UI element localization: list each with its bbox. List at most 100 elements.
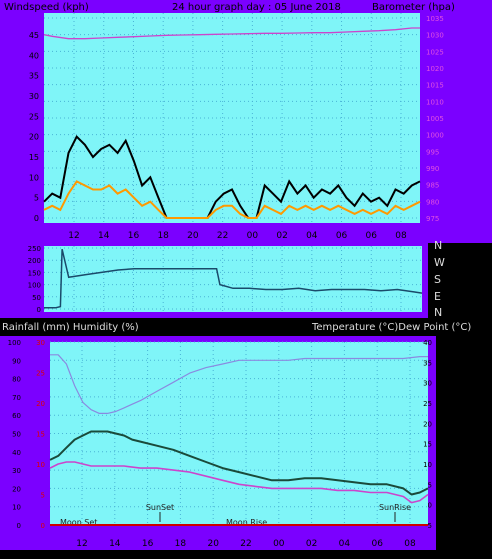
panel1-series bbox=[43, 27, 421, 219]
panel1-x-tick-label: 08 bbox=[395, 231, 407, 241]
windspeed-tick-label: 20 bbox=[29, 133, 39, 142]
temperature-tick-label: 10 bbox=[423, 461, 432, 469]
panel1-x-tick-label: 14 bbox=[98, 231, 110, 241]
panel2-series bbox=[44, 249, 423, 309]
direction-tick-label: 250 bbox=[28, 245, 41, 253]
panel3-series bbox=[49, 354, 429, 526]
humidity-tick-label: 100 bbox=[8, 339, 21, 347]
series-wind-direction bbox=[44, 249, 423, 309]
temperature-tick-label: 40 bbox=[423, 339, 432, 347]
windspeed-axis-title: Windspeed (kph) bbox=[4, 2, 89, 13]
humidity-tick-label: 50 bbox=[12, 431, 21, 439]
panel3-annotations: Moon Set SunSet Moon Rise SunRise bbox=[60, 503, 411, 527]
temperature-tick-label: 30 bbox=[423, 380, 432, 388]
panel1-x-tick-label: 04 bbox=[306, 231, 318, 241]
panel3-humidity-axis: 0 10 20 30 40 50 60 70 80 90 100 bbox=[8, 339, 21, 530]
windspeed-tick-label: 30 bbox=[29, 92, 39, 101]
panel3-temperature-axis: -5 0 5 10 15 20 25 30 35 40 bbox=[423, 339, 432, 530]
panel1-x-tick-label: 06 bbox=[336, 231, 348, 241]
windspeed-tick-label: 10 bbox=[29, 173, 39, 182]
temperature-dewpoint-axis-title: Temperature (°C)Dew Point (°C) bbox=[311, 322, 471, 333]
direction-tick-label: 200 bbox=[28, 257, 41, 265]
panel3-x-tick-label: 14 bbox=[109, 539, 121, 549]
temperature-tick-label: 15 bbox=[423, 441, 432, 449]
panel3-rain-axis: 0 5 10 15 20 25 30 bbox=[36, 339, 45, 530]
series-temperature-c bbox=[49, 430, 429, 496]
rainfall-tick-label: 10 bbox=[36, 461, 45, 469]
barometer-tick-label: 1000 bbox=[426, 132, 444, 140]
compass-n-bottom: N bbox=[434, 306, 442, 319]
panel2-plot-area bbox=[44, 246, 422, 312]
panel-temp-humidity: 0 10 20 30 40 50 60 70 80 90 100 0 5 10 15 20 25 30 -5 0 5… bbox=[0, 336, 436, 550]
direction-tick-label: 150 bbox=[28, 269, 41, 277]
barometer-tick-label: 975 bbox=[426, 215, 439, 223]
temperature-tick-label: 0 bbox=[428, 502, 432, 510]
panel1-x-tick-label: 20 bbox=[187, 231, 199, 241]
series-humidity bbox=[50, 354, 428, 414]
panel3-x-tick-label: 22 bbox=[240, 539, 251, 549]
annotation-sunset: SunSet bbox=[146, 503, 174, 512]
barometer-axis-title: Barometer (hpa) bbox=[372, 2, 455, 13]
barometer-tick-label: 1025 bbox=[426, 48, 444, 56]
barometer-tick-label: 1030 bbox=[426, 32, 444, 40]
temperature-tick-label: -5 bbox=[425, 522, 432, 530]
panel3-x-tick-label: 02 bbox=[306, 539, 317, 549]
windspeed-tick-label: 0 bbox=[34, 214, 39, 223]
panel1-x-tick-label: 16 bbox=[128, 231, 140, 241]
temperature-tick-label: 20 bbox=[423, 420, 432, 428]
direction-tick-label: 0 bbox=[37, 306, 41, 314]
panel1-x-tick-label: 02 bbox=[276, 231, 287, 241]
compass-e: E bbox=[434, 290, 441, 303]
barometer-tick-label: 980 bbox=[426, 198, 439, 206]
panel3-x-tick-label: 06 bbox=[371, 539, 383, 549]
rainfall-tick-label: 25 bbox=[36, 370, 45, 378]
series-gust bbox=[43, 135, 421, 219]
barometer-tick-label: 1005 bbox=[426, 115, 444, 123]
panel3-plot-area bbox=[50, 342, 428, 526]
panel3-x-tick-label: 04 bbox=[339, 539, 351, 549]
panel3-x-tick-label: 18 bbox=[175, 539, 187, 549]
panel1-x-axis: 12 14 16 18 20 22 00 02 04 06 06 08 bbox=[68, 231, 407, 241]
windspeed-tick-label: 40 bbox=[29, 51, 39, 60]
windspeed-tick-label: 5 bbox=[34, 194, 39, 203]
humidity-tick-label: 90 bbox=[12, 357, 21, 365]
humidity-tick-label: 30 bbox=[12, 467, 21, 475]
humidity-tick-label: 40 bbox=[12, 449, 21, 457]
windspeed-tick-label: 45 bbox=[29, 31, 39, 40]
rainfall-tick-label: 30 bbox=[36, 339, 45, 347]
direction-tick-label: 100 bbox=[28, 282, 41, 290]
rainfall-tick-label: 15 bbox=[36, 431, 45, 439]
panel1-x-tick-label: 06 bbox=[366, 231, 378, 241]
humidity-tick-label: 0 bbox=[17, 522, 21, 530]
panel3-x-axis: 12 14 16 18 20 22 00 02 04 06 08 bbox=[76, 539, 416, 549]
temperature-tick-label: 5 bbox=[428, 481, 432, 489]
annotation-moon-rise: Moon Rise bbox=[226, 518, 267, 527]
panel3-x-tick-label: 08 bbox=[404, 539, 416, 549]
barometer-tick-label: 1010 bbox=[426, 98, 444, 106]
temperature-tick-label: 25 bbox=[423, 400, 432, 408]
direction-tick-label: 50 bbox=[32, 294, 41, 302]
panel1-x-tick-label: 18 bbox=[157, 231, 169, 241]
compass-n-top: N bbox=[434, 239, 442, 252]
humidity-tick-label: 70 bbox=[12, 394, 21, 402]
rainfall-tick-label: 5 bbox=[41, 492, 45, 500]
panel3-x-tick-label: 12 bbox=[76, 539, 87, 549]
panel1-x-tick-label: 12 bbox=[68, 231, 79, 241]
windspeed-tick-label: 25 bbox=[29, 112, 39, 121]
humidity-tick-label: 10 bbox=[12, 504, 21, 512]
panel1-right-axis: 975 980 985 990 995 1000 1005 1010 1015 1020 1025 1… bbox=[426, 15, 444, 223]
barometer-tick-label: 1020 bbox=[426, 65, 444, 73]
rainfall-tick-label: 0 bbox=[41, 522, 45, 530]
panel2-left-axis: 0 50 100 150 200 250 bbox=[28, 245, 41, 314]
humidity-tick-label: 20 bbox=[12, 485, 21, 493]
humidity-tick-label: 60 bbox=[12, 412, 21, 420]
panel3-x-tick-label: 16 bbox=[142, 539, 154, 549]
windspeed-tick-label: 15 bbox=[29, 153, 39, 162]
barometer-tick-label: 1015 bbox=[426, 82, 444, 90]
barometer-tick-label: 995 bbox=[426, 148, 439, 156]
temperature-tick-label: 35 bbox=[423, 359, 432, 367]
barometer-tick-label: 990 bbox=[426, 165, 439, 173]
annotation-moon-set: Moon Set bbox=[60, 518, 97, 527]
compass-s: S bbox=[434, 273, 441, 286]
